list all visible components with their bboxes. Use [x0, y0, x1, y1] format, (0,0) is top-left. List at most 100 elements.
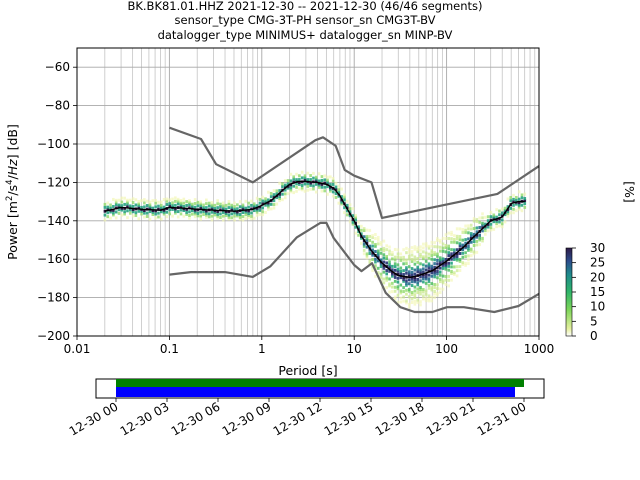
ppd-cell [413, 295, 417, 299]
ppd-cell [436, 239, 439, 243]
ppd-cell [216, 202, 219, 206]
ppd-cell [360, 236, 363, 240]
ppd-cell [114, 200, 118, 204]
ppd-cell [176, 215, 180, 219]
ppd-cell [444, 250, 448, 254]
ppd-cell [405, 299, 408, 303]
ppd-cell [438, 262, 442, 266]
ppd-cell [438, 240, 442, 244]
ppd-cell [424, 244, 428, 248]
colorbar-tick-label: 0 [590, 329, 598, 343]
ppd-cell [444, 261, 448, 265]
ppd-cell [374, 244, 377, 248]
ppd-cell [261, 202, 265, 206]
ppd-cell [484, 215, 487, 219]
ppd-cell [278, 199, 281, 203]
ppd-cell [419, 270, 422, 274]
ppd-cell [450, 265, 453, 269]
ppd-cell [340, 200, 343, 204]
ppd-cell [467, 224, 470, 228]
ppd-cell [165, 210, 169, 214]
ppd-cell [202, 203, 205, 207]
ppd-cell [416, 270, 420, 274]
ppd-cell [323, 189, 327, 193]
ppd-cell [379, 251, 383, 255]
x-tick-label: 100 [435, 342, 458, 356]
ppd-cell [467, 248, 470, 252]
ppd-cell [368, 234, 372, 238]
ppd-cell [255, 196, 259, 200]
ppd-cell [424, 292, 428, 296]
ppd-cell [410, 290, 414, 294]
ppd-cell [376, 242, 380, 246]
ppd-cell [185, 212, 188, 216]
ppd-cell [283, 192, 287, 196]
used-coverage-bar [116, 387, 515, 397]
ppd-cell [264, 203, 267, 207]
ppd-cell [140, 212, 143, 216]
ppd-cell [453, 251, 456, 255]
ppd-cell [472, 219, 476, 223]
ppd-cell [422, 294, 425, 298]
ppd-cell [244, 206, 248, 210]
ppd-cell [430, 299, 434, 303]
ppd-cell [413, 262, 417, 266]
ppd-cell [419, 245, 422, 249]
ppd-cell [103, 205, 107, 209]
ppd-cell [444, 267, 448, 271]
ppd-cell [368, 238, 372, 242]
ppd-cell [515, 198, 518, 202]
ppd-cell [134, 211, 138, 215]
ppd-cell [382, 253, 386, 257]
ppd-cell [126, 200, 129, 204]
ppd-cell [388, 252, 391, 256]
ppd-cell [469, 232, 473, 236]
ppd-cell [117, 211, 121, 215]
ppd-cell [362, 229, 366, 233]
ppd-cell [275, 202, 279, 206]
ppd-cell [481, 229, 484, 233]
noise-model-low-line [169, 221, 540, 314]
ppd-cell [326, 185, 329, 189]
ppd-cell [174, 199, 177, 203]
ppd-cell [478, 238, 482, 242]
mode-line [104, 180, 525, 279]
ppd-cell [447, 247, 451, 251]
ppd-cell [374, 242, 377, 246]
ppd-cell [436, 252, 439, 256]
ppd-cell [368, 259, 372, 263]
ppd-cell [469, 240, 473, 244]
ppd-cell [453, 255, 456, 259]
ppd-cell [464, 251, 467, 255]
ppd-cell [162, 210, 166, 214]
ppd-cell [233, 211, 236, 215]
ppd-cell [447, 278, 451, 282]
ppd-cell [379, 258, 383, 262]
ppd-cell [410, 267, 414, 271]
ppd-cell [458, 258, 462, 262]
ppd-cell [244, 210, 248, 214]
ppd-cell [441, 287, 445, 291]
ppd-cell [419, 292, 422, 296]
ppd-cell [506, 210, 510, 214]
ppd-cell [407, 270, 411, 274]
ppd-cell [413, 289, 417, 293]
ppd-cell [438, 260, 442, 264]
ppd-cell [188, 213, 191, 217]
ppd-cell [331, 179, 335, 183]
header-line-2: sensor_type CMG-3T-PH sensor_sn CMG3T-BV [175, 13, 436, 27]
ppd-cell [134, 213, 138, 217]
ppd-cell [396, 280, 400, 284]
ppd-cell [478, 220, 482, 224]
ppd-cell [106, 207, 110, 211]
ppd-cell [520, 196, 524, 200]
ppd-cell [405, 271, 408, 275]
ppd-cell [334, 185, 338, 189]
ppd-cell [410, 277, 414, 281]
ppd-cell [154, 205, 157, 209]
ppd-cell [500, 225, 504, 229]
ppd-cell [475, 226, 479, 230]
ppd-cell [362, 242, 366, 246]
ppd-cell [444, 282, 448, 286]
ppd-cell [453, 240, 456, 244]
